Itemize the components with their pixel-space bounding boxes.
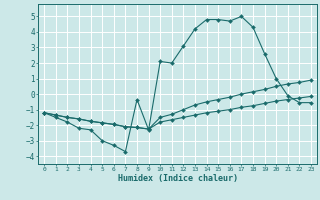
X-axis label: Humidex (Indice chaleur): Humidex (Indice chaleur) [118,174,238,183]
